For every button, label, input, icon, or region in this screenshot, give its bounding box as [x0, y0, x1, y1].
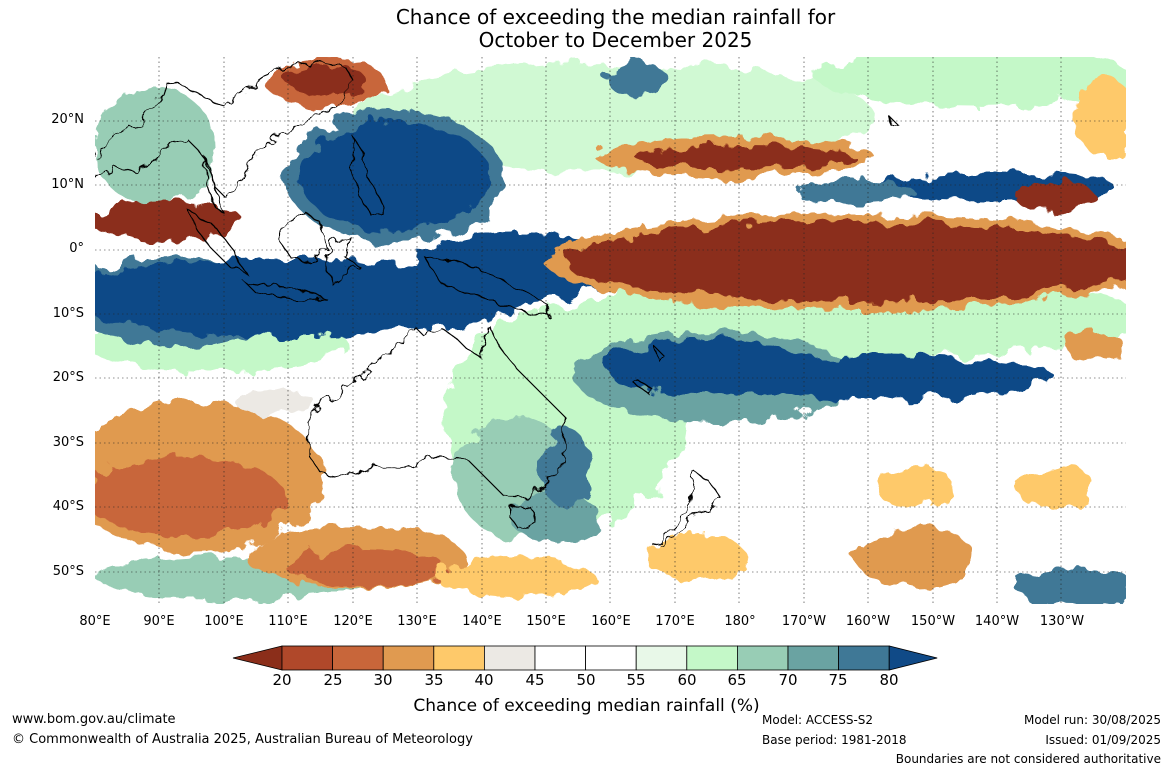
colorbar-extend-low [232, 645, 283, 671]
probability-field [95, 57, 1126, 604]
australia-coast [309, 325, 566, 498]
colorbar-tick: 40 [474, 671, 494, 689]
colorbar-tick: 45 [525, 671, 545, 689]
colorbar-label: Chance of exceeding median rainfall (%) [413, 696, 760, 716]
lon-label-120e: 120°E [333, 614, 373, 629]
lat-label-20n: 20°N [51, 112, 84, 127]
colorbar-cell [736, 645, 789, 671]
colorbar-tick: 55 [626, 671, 646, 689]
borneo-coast [279, 211, 326, 263]
sumatra-coast [188, 210, 247, 274]
footer-base-period: Base period: 1981-2018 [762, 733, 907, 747]
rainfall-map [95, 57, 1126, 604]
colorbar-tick: 75 [828, 671, 848, 689]
colorbar-cell [635, 645, 688, 671]
sulawesi-coast [326, 236, 362, 289]
lat-label-50s: 50°S [52, 564, 84, 579]
vanuatu-coast [654, 346, 666, 364]
colorbar-tick: 35 [424, 671, 444, 689]
colorbar-tick: 50 [576, 671, 596, 689]
colorbar-tick: 20 [272, 671, 292, 689]
colorbar-tick: 25 [323, 671, 343, 689]
asia-coast [95, 61, 356, 198]
footer-issued: Issued: 01/09/2025 [1045, 733, 1161, 747]
lon-label-100e: 100°E [204, 614, 244, 629]
lat-label-10n: 10°N [51, 177, 84, 192]
colorbar-cell [585, 645, 637, 671]
colorbar-cell [332, 645, 384, 671]
lat-label-10s: 10°S [52, 306, 84, 321]
colorbar-extend-high [888, 645, 938, 671]
new-zealand-coast [654, 471, 721, 548]
lon-label-160w: 160°W [845, 614, 891, 629]
footer-disclaimer: Boundaries are not considered authoritat… [895, 752, 1161, 766]
colorbar-tick: 80 [879, 671, 899, 689]
lon-label-90e: 90°E [143, 614, 175, 629]
lon-label-170w: 170°W [781, 614, 827, 629]
colorbar-cell [686, 645, 738, 671]
lon-label-140e: 140°E [462, 614, 502, 629]
colorbar-tick: 30 [373, 671, 393, 689]
map-title-line2: October to December 2025 [478, 28, 753, 52]
lat-label-30s: 30°S [52, 435, 84, 450]
lat-label-equator: 0° [69, 241, 84, 256]
colorbar-tick: 70 [778, 671, 798, 689]
lon-label-110e: 110°E [268, 614, 308, 629]
new-guinea-coast [423, 256, 551, 318]
colorbar-cell [382, 645, 435, 671]
java-coast [243, 281, 326, 300]
colorbar-cell [281, 645, 333, 671]
lon-label-80e: 80°E [79, 614, 111, 629]
footer-model-run: Model run: 30/08/2025 [1023, 713, 1161, 727]
lon-label-150e: 150°E [526, 614, 566, 629]
colorbar-cell [534, 645, 586, 671]
malay-peninsula-coast [204, 156, 225, 214]
footer-copyright: © Commonwealth of Australia 2025, Austra… [12, 732, 473, 747]
colorbar-tick: 65 [727, 671, 747, 689]
tasmania-coast [509, 506, 536, 531]
lon-label-180: 180° [724, 614, 756, 629]
philippines-coast [352, 135, 386, 218]
lon-label-170e: 170°E [655, 614, 695, 629]
colorbar [232, 645, 938, 671]
footer-website: www.bom.gov.au/climate [12, 712, 176, 727]
lat-label-40s: 40°S [52, 499, 84, 514]
footer-model: Model: ACCESS-S2 [762, 713, 874, 727]
lat-label-20s: 20°S [52, 370, 84, 385]
colorbar-tick: 60 [677, 671, 697, 689]
colorbar-cell [433, 645, 485, 671]
lon-label-130e: 130°E [397, 614, 437, 629]
graticule [95, 57, 1126, 604]
lon-label-140w: 140°W [974, 614, 1020, 629]
colorbar-cell [483, 645, 536, 671]
colorbar-cell [787, 645, 839, 671]
lon-label-130w: 130°W [1039, 614, 1085, 629]
hawaii-coast [889, 116, 902, 130]
colorbar-cell [838, 645, 890, 671]
new-caledonia-coast [632, 376, 657, 396]
lon-label-160e: 160°E [591, 614, 631, 629]
lon-label-150w: 150°W [910, 614, 956, 629]
map-title-line1: Chance of exceeding the median rainfall … [395, 5, 836, 29]
coastlines [95, 61, 902, 548]
